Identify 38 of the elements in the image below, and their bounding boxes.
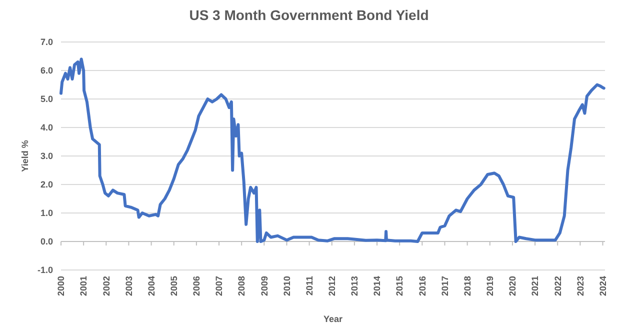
- y-tick-label: 7.0: [40, 37, 53, 48]
- x-tick-label: 2015: [394, 276, 405, 296]
- x-tick-label: 2020: [508, 276, 518, 296]
- x-tick-label: 2005: [169, 276, 180, 296]
- x-tick-label: 2008: [236, 276, 247, 296]
- x-tick-label: 2016: [417, 276, 428, 296]
- x-tick-label: 2012: [327, 276, 338, 296]
- x-tick-label: 2011: [304, 276, 314, 296]
- x-axis-title: Year: [323, 314, 343, 324]
- y-tick-label: 1.0: [40, 208, 53, 218]
- chart-title: US 3 Month Government Bond Yield: [189, 7, 429, 23]
- y-tick-label: 0.0: [40, 236, 53, 247]
- x-tick-label: 2006: [192, 276, 202, 296]
- x-tick-label: 2024: [598, 276, 608, 296]
- x-tick-label: 2009: [259, 276, 270, 296]
- x-tick-label: 2019: [485, 276, 496, 296]
- x-tick-label: 2013: [350, 276, 360, 296]
- y-tick-label: 4.0: [40, 122, 53, 133]
- y-tick-label: 6.0: [40, 66, 53, 76]
- x-tick-label: 2018: [462, 276, 472, 296]
- x-tick-label: 2014: [372, 276, 382, 296]
- x-tick-label: 2003: [124, 276, 134, 296]
- y-tick-label: 5.0: [40, 94, 53, 104]
- x-tick-label: 2000: [56, 276, 66, 296]
- y-axis-title: Yield %: [20, 140, 30, 172]
- x-tick-label: 2021: [530, 276, 540, 296]
- x-tick-label: 2001: [78, 276, 89, 296]
- x-tick-label: 2010: [282, 276, 292, 296]
- x-tick-label: 2007: [214, 276, 224, 296]
- x-tick-label: 2017: [440, 276, 450, 296]
- x-tick-label: 2022: [552, 276, 563, 296]
- line-series: [60, 58, 606, 243]
- y-tick-label: 2.0: [40, 180, 53, 190]
- y-tick-label: -1.0: [37, 265, 53, 276]
- x-tick-label: 2002: [101, 276, 112, 296]
- y-tick-label: 3.0: [40, 151, 53, 162]
- x-tick-label: 2023: [575, 276, 586, 296]
- x-tick-label: 2004: [146, 276, 156, 296]
